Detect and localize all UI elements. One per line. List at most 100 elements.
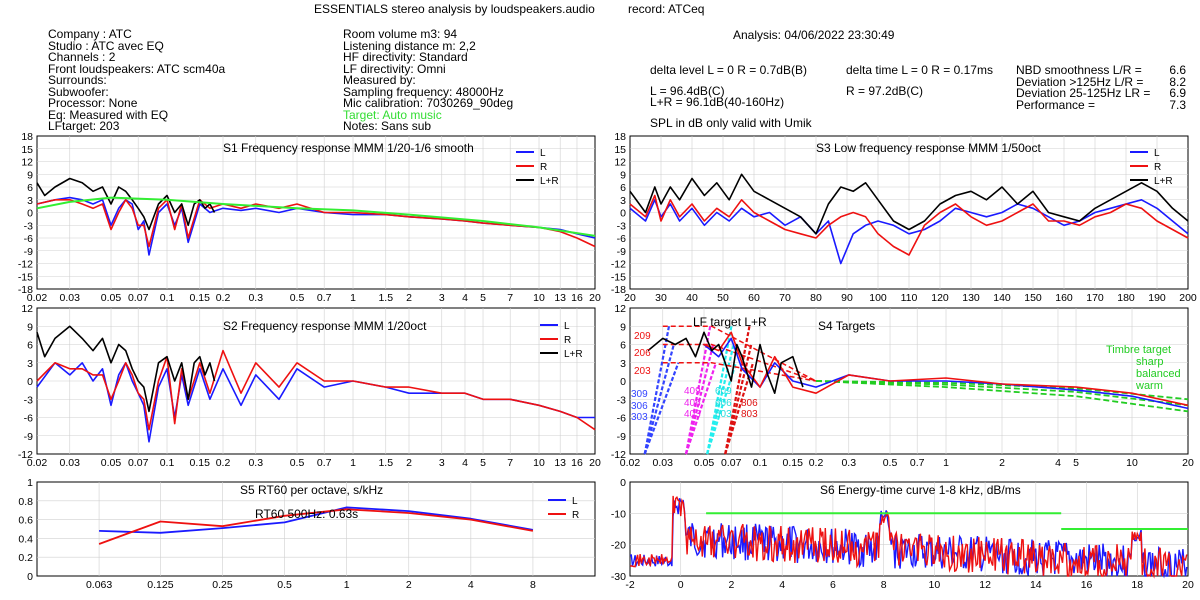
s1-x-tick-label: 16 [571,292,583,304]
s3-x-tick-label: 180 [1117,292,1135,304]
s4-lf-slope-line [706,344,735,455]
info-listening-distance: Listening distance m: 2,2 [343,38,476,53]
s2-x-tick-label: 0.2 [216,457,231,469]
s3-chart-title: S3 Low frequency response MMM 1/50oct [816,141,1041,155]
spl-left-right: L+R = 96.1dB(40-160Hz) [650,95,785,109]
s6-chart-title: S6 Energy-time curve 1-8 kHz, dB/ms [820,483,1021,497]
s4-x-tick-label: 1 [943,457,949,469]
s1-y-tick-label: 18 [21,131,33,143]
delta-time: delta time L = 0 R = 0.17ms [846,63,993,77]
s4-lf-label: 806 [741,398,758,409]
s3-y-tick-label: 0 [620,208,626,220]
s1-y-tick-label: 3 [27,195,33,207]
spl-note: SPL in dB only valid with Umik [650,116,812,130]
s1-legend-label: L [540,148,546,159]
s2-x-tick-label: 2 [406,457,412,469]
s1-x-tick-label: 7 [507,292,513,304]
s1-x-tick-label: 0.7 [317,292,332,304]
s4-timbre-balanced-label: balanced [1136,368,1181,380]
s1-y-tick-label: 15 [21,144,33,156]
s2-x-tick-label: 0.5 [290,457,305,469]
s1-x-tick-label: 4 [462,292,468,304]
s5-legend-label: L [572,496,578,507]
s2-x-tick-label: 13 [554,457,566,469]
s1-x-tick-label: 20 [589,292,601,304]
s2-legend-label: L+R [564,349,583,360]
s4-lf-label: 606 [715,398,732,409]
s5-x-tick-label: 0.25 [212,579,233,591]
s4-x-tick-label: 20 [1182,457,1194,469]
s3-y-tick-label: 6 [620,182,626,194]
info-surrounds: Surrounds: [48,73,107,87]
s2-y-tick-label: -3 [24,394,33,406]
info-mid: Room volume m3: 94 Listening distance m:… [343,28,514,133]
s4-lf-label: 406 [684,398,701,409]
s4-x-tick-label: 0.3 [841,457,856,469]
s4-x-tick-label: 0.7 [910,457,925,469]
s3-y-tick-label: -18 [611,284,626,296]
s5-x-tick-label: 0.125 [147,579,173,591]
info-sampling: Sampling frequency: 48000Hz [343,84,504,99]
s4-lf-slope-line [724,344,753,455]
s3-y-tick-label: -15 [611,271,626,283]
s4-x-tick-label: 0.1 [753,457,768,469]
scores: NBD smoothness L/R = 6.6 Deviation >125H… [1016,64,1186,112]
s5-y-tick-label: 0.4 [18,533,33,545]
s2-x-tick-label: 0.07 [128,457,149,469]
s6-y-tick-label: -10 [611,508,626,520]
s6-series-l-line [629,498,1188,579]
score-row: Performance = 7.3 [1016,99,1186,112]
s4-timbre-target-label: Timbre target [1106,344,1171,356]
s1-x-tick-label: 0.15 [190,292,211,304]
s4-x-tick-label: 2 [999,457,1005,469]
s4-lf-label: 209 [634,331,651,342]
s4-lf-target-line [662,325,817,382]
s4-lf-label: 206 [634,348,651,359]
s6-x-tick-label: 14 [1030,579,1042,591]
s5-series-l-line [99,506,534,534]
s3-x-tick-label: 140 [993,292,1011,304]
s4-timbre-balanced-line [815,380,1189,407]
s1-x-tick-label: 2 [406,292,412,304]
s4-y-tick-label: -3 [617,394,626,406]
s3-x-tick-label: 160 [1055,292,1073,304]
s4-y-tick-label: -12 [611,449,626,461]
s4-x-tick-label: 0.2 [809,457,824,469]
s4-y-tick-label: -6 [617,413,626,425]
s3-series-lr-line [629,173,1189,235]
s1-x-tick-label: 1 [350,292,356,304]
s4-y-tick-label: 0 [620,376,626,388]
s6-x-tick-label: 0 [678,579,684,591]
info-mic-calibration: Mic calibration: 7030269_90deg [343,96,514,110]
s1-y-tick-label: -9 [24,246,33,258]
s5-x-tick-label: 8 [530,579,536,591]
s4-lf-label: 309 [631,389,648,400]
s3-y-tick-label: 18 [614,131,626,143]
s4-lf-label: 609 [715,386,732,397]
s2-y-tick-label: 3 [27,358,33,370]
s6-x-tick-label: 10 [929,579,941,591]
s3-x-tick-label: 130 [962,292,980,304]
s4-series-r-line [703,331,1189,407]
s3-y-tick-label: -6 [617,233,626,245]
s2-y-tick-label: 0 [27,376,33,388]
s3-x-tick-label: 20 [624,292,636,304]
s4-lf-label: 306 [631,401,648,412]
s2-x-tick-label: 5 [480,457,486,469]
s2-legend-label: L [564,321,570,332]
s2-x-tick-label: 4 [462,457,468,469]
s4-lf-label: 803 [741,409,758,420]
s4-lf-label: 303 [631,412,648,423]
s1-y-tick-label: 0 [27,208,33,220]
s1-chart-title: S1 Frequency response MMM 1/20-1/6 smoot… [223,141,474,155]
score-row: Deviation 25-125Hz LR = 6.9 [1016,87,1186,100]
s3-x-tick-label: 30 [655,292,667,304]
s4-timbre-warm-label: warm [1135,380,1163,392]
s4-chart-title: S4 Targets [818,319,875,333]
s4-y-tick-label: 9 [620,321,626,333]
s6-x-tick-label: 6 [830,579,836,591]
s4-x-tick-label: 0.03 [653,457,674,469]
s3-x-tick-label: 100 [869,292,887,304]
info-target: Target: Auto music [343,107,442,122]
